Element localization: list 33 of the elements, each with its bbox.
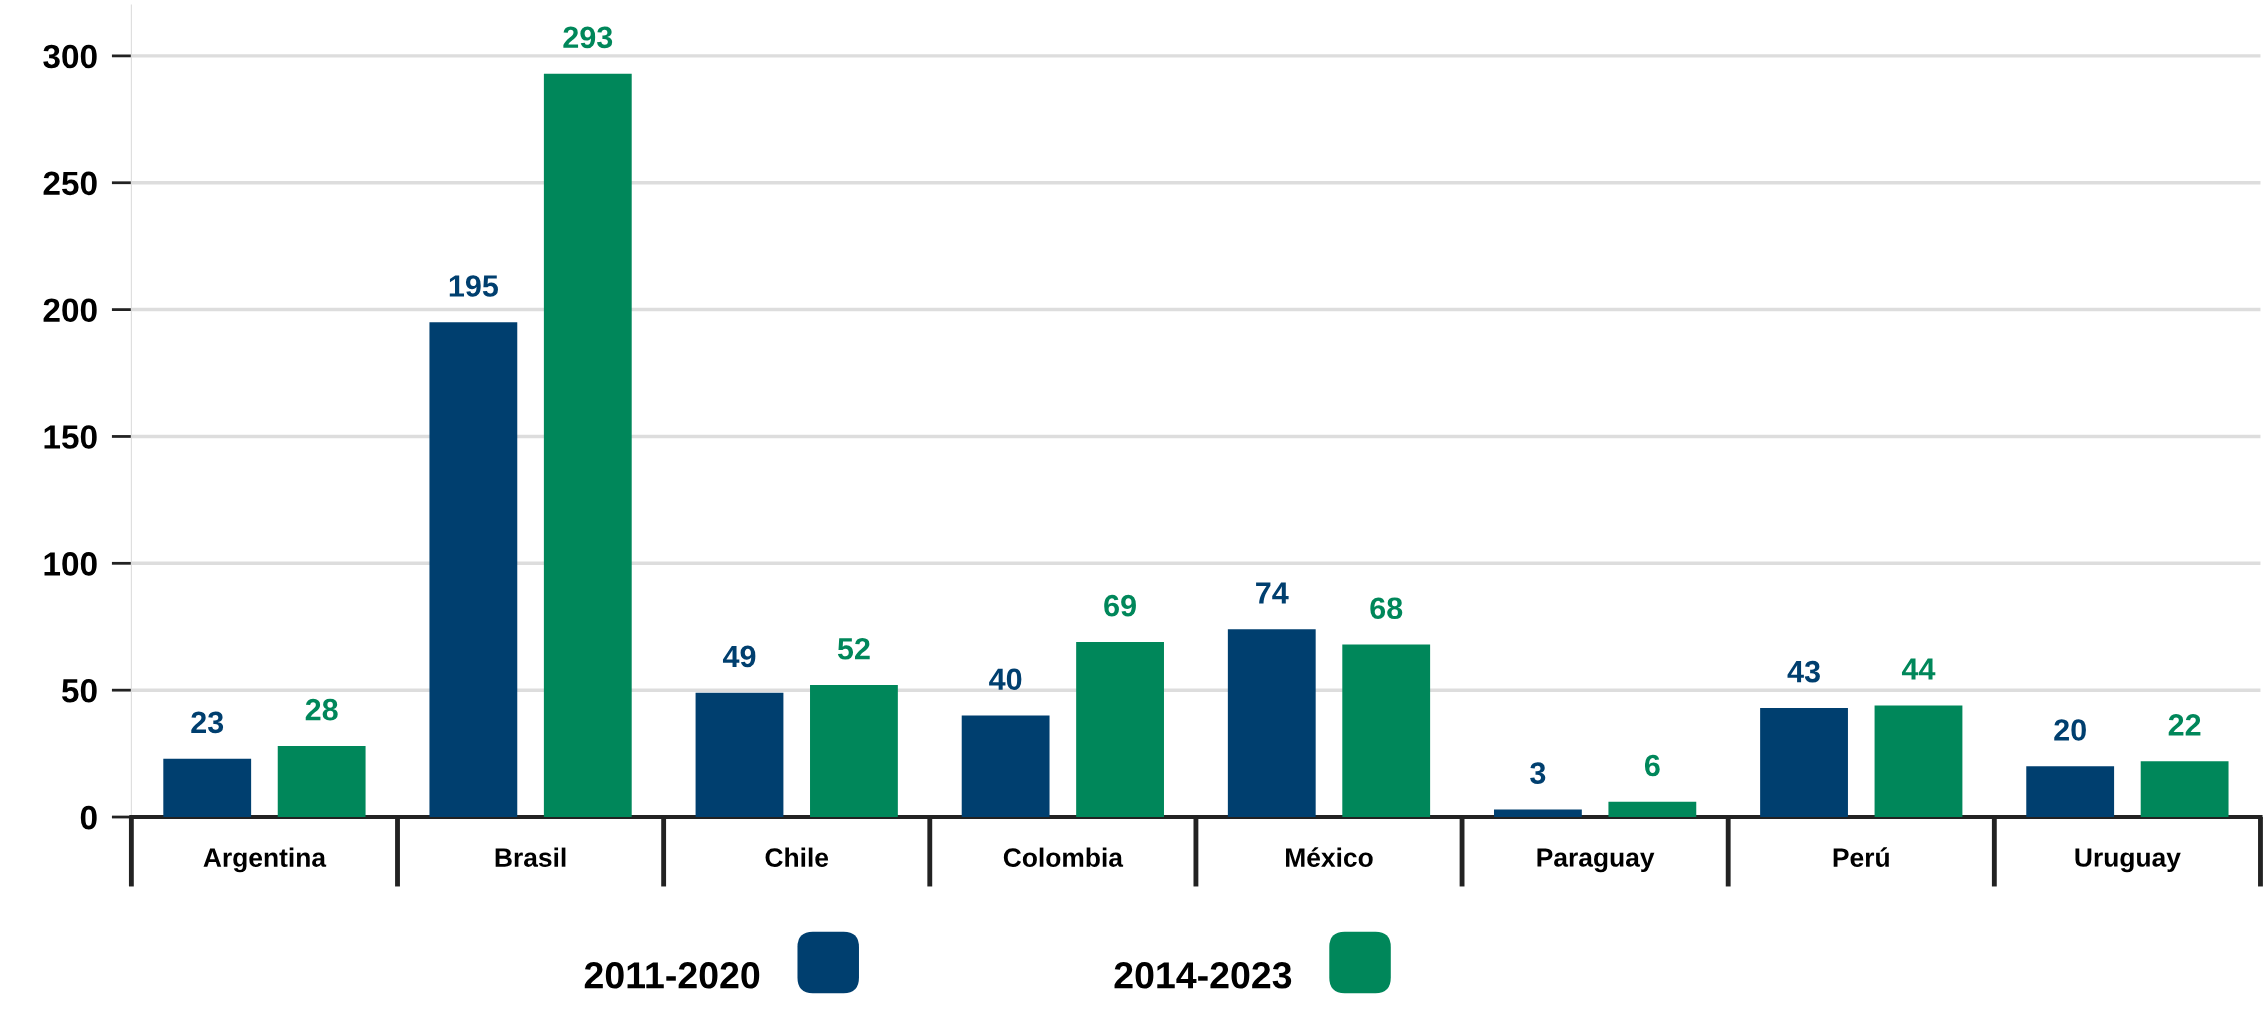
y-tick-label: 0	[80, 805, 97, 830]
y-tick-label: 200	[43, 298, 97, 323]
y-tick-label: 150	[44, 425, 97, 449]
x-tick-label: Perú	[1833, 847, 1889, 867]
data-label: 69	[1104, 594, 1136, 617]
data-label: 49	[722, 645, 756, 668]
data-label: 22	[2168, 714, 2201, 736]
y-tick-label: 250	[43, 171, 97, 196]
data-label: 20	[2054, 719, 2086, 741]
data-label: 52	[837, 637, 870, 660]
data-label: 6	[1644, 754, 1660, 777]
data-label: 195	[449, 275, 498, 297]
x-tick-label: Brasil	[495, 847, 566, 867]
data-label: 28	[305, 698, 338, 721]
data-label: 3	[1530, 762, 1546, 784]
x-tick-label: Argentina	[203, 847, 327, 873]
x-tick-label: México	[1286, 847, 1373, 867]
data-label: 40	[989, 668, 1022, 691]
legend-label: 2011-2020	[584, 962, 760, 989]
y-tick-label: 100	[44, 552, 97, 576]
data-label: 23	[191, 711, 224, 734]
data-label: 74	[1256, 582, 1289, 604]
x-tick-label: Chile	[765, 847, 829, 867]
data-label: 43	[1787, 660, 1820, 683]
x-tick-label: Paraguay	[1537, 848, 1655, 873]
data-label: 68	[1370, 597, 1403, 620]
x-tick-label: Colombia	[1003, 847, 1124, 867]
data-label: 44	[1901, 658, 1936, 680]
data-label: 293	[563, 26, 613, 49]
y-tick-label: 50	[61, 678, 97, 703]
x-tick-label: Uruguay	[2075, 848, 2181, 873]
legend-label: 2014-2023	[1114, 962, 1292, 989]
y-tick-label: 300	[43, 44, 97, 69]
